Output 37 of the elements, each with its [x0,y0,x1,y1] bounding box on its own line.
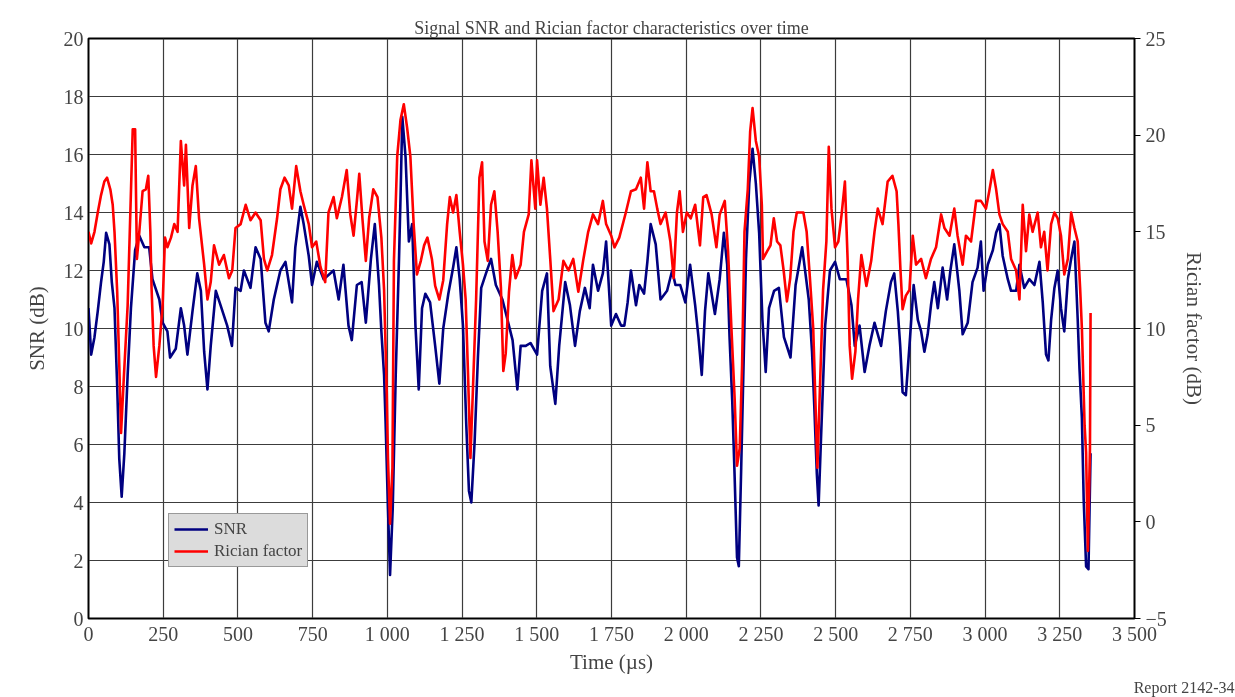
x-tick-label: 3 000 [962,622,1008,645]
x-axis-title: Time (µs) [569,649,654,674]
x-tick-label: 2 750 [887,622,933,645]
y-axis-title: SNR (dB) [24,286,49,371]
x-tick-label: 500 [222,622,253,645]
x-tick-label: 2 000 [663,622,709,645]
y-tick-label: 14 [63,201,84,224]
y2-tick-label: 5 [1145,414,1156,437]
y-tick-label: 20 [63,27,84,50]
y2-tick-label: 25 [1145,27,1166,50]
x-tick-label: 3 250 [1037,622,1083,645]
y2-axis-title: Rician factor (dB) [1181,252,1206,405]
legend-label: SNR [214,519,248,539]
text: Report 2142-34 [1133,678,1235,697]
y2-tick-label: 20 [1145,124,1166,147]
x-tick-label: 2 500 [813,622,859,645]
x-tick-label: 1 500 [514,622,560,645]
legend-label: Rician factor [214,541,303,561]
x-tick-label: 1 750 [589,622,634,645]
y-tick-label: 6 [73,433,84,456]
x-tick-label: 2 250 [738,622,784,645]
y-tick-label: 0 [73,607,84,630]
x-tick-label: 750 [297,622,328,645]
chart-title: Signal SNR and Rician factor characteristics over time [414,17,809,38]
y2-tick-label: 10 [1145,317,1166,340]
y2-tick-label: 0 [1145,510,1156,533]
y-tick-label: 18 [63,85,84,108]
y-tick-label: 12 [63,259,84,282]
y2-tick-label: 15 [1145,220,1166,243]
y-tick-label: 8 [73,375,84,398]
y-tick-label: 16 [63,143,84,166]
y-tick-label: 4 [73,491,84,514]
x-tick-label: 1 250 [439,622,485,645]
x-tick-label: 1 000 [364,622,410,645]
x-tick-label: 250 [148,622,179,645]
y-tick-label: 10 [63,317,84,340]
y-tick-label: 2 [73,549,84,572]
